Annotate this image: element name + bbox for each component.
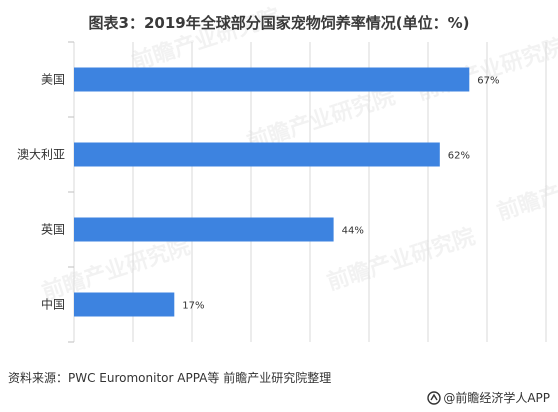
category-label: 澳大利亚 bbox=[17, 148, 65, 162]
brand-credit: @前瞻经济学人APP bbox=[427, 389, 550, 406]
bars-group bbox=[74, 67, 470, 317]
chart-title: 图表3：2019年全球部分国家宠物饲养率情况(单位：%) bbox=[88, 14, 470, 32]
brand-label: @前瞻经济学人APP bbox=[443, 391, 550, 405]
bar bbox=[74, 142, 440, 167]
data-label: 17% bbox=[182, 301, 204, 312]
data-label: 44% bbox=[342, 226, 364, 237]
watermark-text: 前瞻产业研究院 bbox=[494, 153, 558, 225]
category-label: 美国 bbox=[41, 73, 65, 87]
category-label: 中国 bbox=[41, 297, 65, 312]
gridlines bbox=[68, 41, 547, 343]
watermark-text: 前瞻产业研究院 bbox=[129, 3, 284, 75]
value-labels: 67% 62% 44% 17% bbox=[182, 76, 499, 312]
bar bbox=[74, 67, 470, 92]
bar bbox=[74, 292, 175, 317]
category-label: 英国 bbox=[41, 223, 65, 237]
source-note: 资料来源：PWC Euromonitor APPA等 前瞻产业研究院整理 bbox=[8, 371, 332, 385]
logo-icon bbox=[427, 390, 442, 405]
data-label: 67% bbox=[477, 76, 499, 87]
data-label: 62% bbox=[448, 151, 470, 162]
bar bbox=[74, 217, 334, 242]
